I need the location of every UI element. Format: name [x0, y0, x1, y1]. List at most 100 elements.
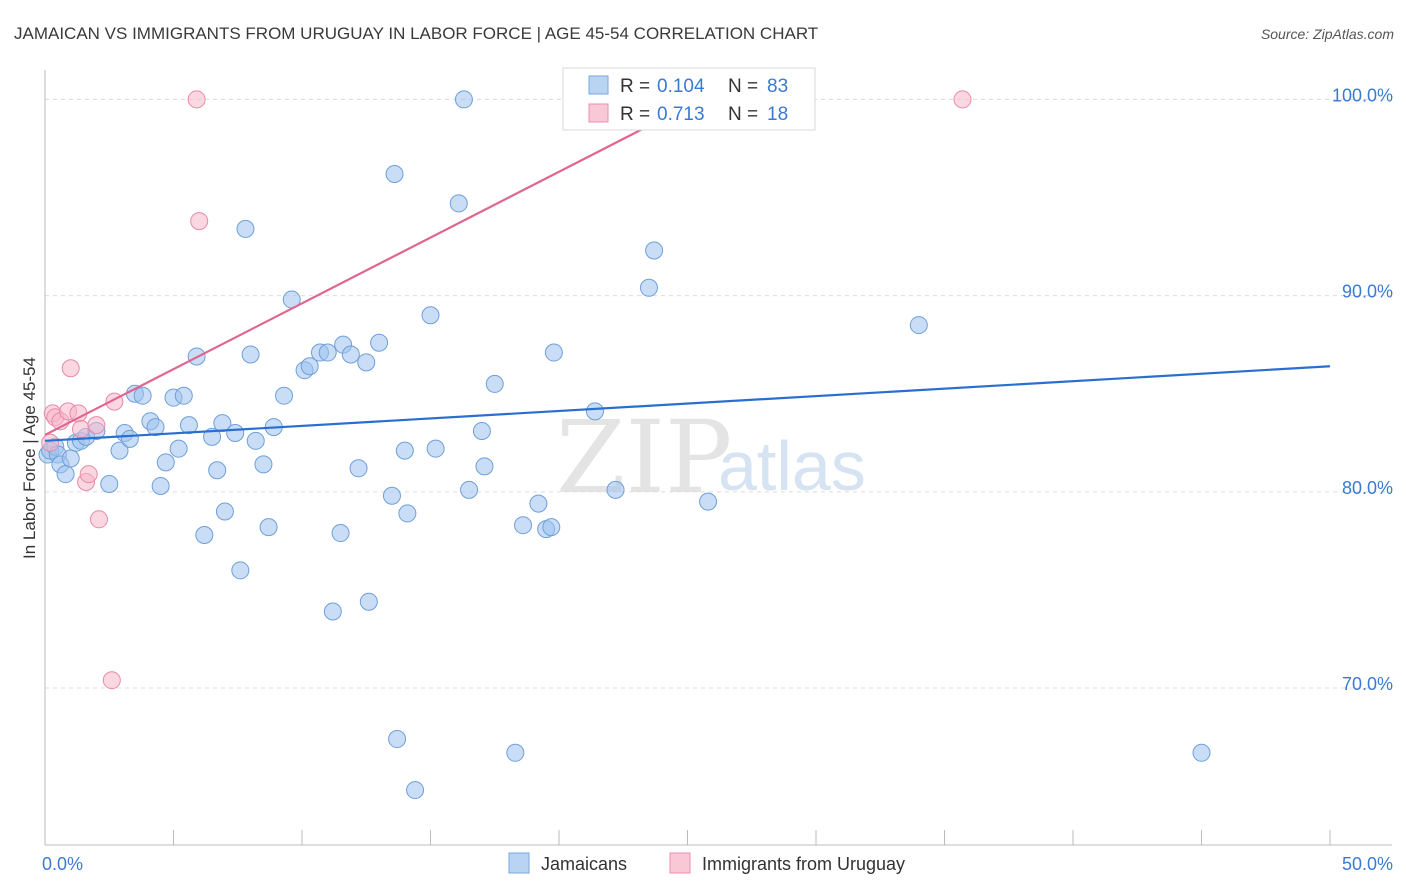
- data-point: [1192, 743, 1211, 762]
- data-point: [370, 333, 389, 352]
- x-tick-label: 50.0%: [1342, 854, 1393, 874]
- y-tick-label: 70.0%: [1342, 674, 1393, 694]
- data-point: [236, 219, 255, 238]
- data-point: [529, 494, 548, 513]
- legend-n-value-uruguay: 18: [767, 104, 788, 125]
- legend-r-label-uruguay: R =: [620, 104, 650, 125]
- data-point: [953, 90, 972, 109]
- data-point: [102, 671, 121, 690]
- data-point: [174, 386, 193, 405]
- data-point: [639, 278, 658, 297]
- y-tick-label: 100.0%: [1332, 85, 1393, 105]
- data-point: [349, 459, 368, 478]
- data-point: [388, 730, 407, 749]
- data-point: [156, 453, 175, 472]
- data-point: [318, 343, 337, 362]
- data-point: [385, 164, 404, 183]
- data-point: [169, 439, 188, 458]
- data-point: [100, 474, 119, 493]
- data-point: [69, 404, 88, 423]
- legend-r-label-jamaicans: R =: [620, 76, 650, 97]
- data-point: [485, 374, 504, 393]
- y-tick-labels: 100.0% 90.0% 80.0% 70.0%: [1332, 85, 1393, 694]
- data-point: [203, 427, 222, 446]
- bottom-legend: Jamaicans Immigrants from Uruguay: [508, 852, 905, 874]
- gridlines: [45, 98, 1392, 689]
- series-points-uruguay: [41, 90, 972, 690]
- data-point: [151, 476, 170, 495]
- data-point: [398, 504, 417, 523]
- data-point: [585, 402, 604, 421]
- data-point: [645, 241, 664, 260]
- y-axis-title: In Labor Force | Age 45-54: [20, 357, 39, 559]
- bottom-legend-swatch-uruguay: [669, 852, 691, 874]
- data-point: [41, 433, 60, 452]
- data-point: [514, 516, 533, 535]
- watermark: ZIP atlas: [556, 399, 866, 516]
- data-point: [215, 502, 234, 521]
- data-point: [426, 439, 445, 458]
- data-point: [506, 743, 525, 762]
- chart-title: JAMAICAN VS IMMIGRANTS FROM URUGUAY IN L…: [14, 24, 818, 43]
- legend-n-value-jamaicans: 83: [767, 76, 788, 97]
- legend-n-label-jamaicans: N =: [728, 76, 758, 97]
- data-point: [187, 90, 206, 109]
- data-point: [606, 480, 625, 499]
- data-point: [357, 353, 376, 372]
- data-point: [179, 416, 198, 435]
- bottom-legend-label-uruguay: Immigrants from Uruguay: [702, 854, 905, 874]
- data-point: [56, 465, 75, 484]
- data-point: [79, 465, 98, 484]
- data-point: [300, 357, 319, 376]
- data-point: [421, 306, 440, 325]
- data-point: [231, 561, 250, 580]
- data-point: [359, 592, 378, 611]
- data-point: [208, 461, 227, 480]
- data-point: [71, 420, 90, 439]
- data-point: [89, 510, 108, 529]
- data-point: [275, 386, 294, 405]
- data-point: [254, 455, 273, 474]
- data-point: [475, 457, 494, 476]
- watermark-atlas: atlas: [718, 427, 866, 505]
- data-point: [190, 212, 209, 231]
- legend-swatch-jamaicans: [588, 75, 609, 95]
- y-tick-label: 90.0%: [1342, 282, 1393, 302]
- data-point: [909, 316, 928, 335]
- data-point: [133, 386, 152, 405]
- data-point: [472, 422, 491, 441]
- data-point: [246, 431, 265, 450]
- trend-lines: [44, 98, 1331, 442]
- x-tick-label: 0.0%: [42, 854, 83, 874]
- data-point: [449, 194, 468, 213]
- legend-r-value-uruguay: 0.713: [657, 104, 705, 125]
- data-point: [699, 492, 718, 511]
- data-point: [241, 345, 260, 364]
- legend-r-value-jamaicans: 0.104: [657, 76, 705, 97]
- data-point: [195, 526, 214, 544]
- legend-swatch-uruguay: [588, 103, 609, 123]
- data-point: [61, 449, 80, 468]
- data-point: [382, 486, 401, 505]
- data-point: [395, 441, 414, 460]
- data-point: [454, 90, 473, 109]
- data-point: [213, 414, 232, 433]
- legend-n-label-uruguay: N =: [728, 104, 758, 125]
- data-point: [460, 480, 479, 499]
- data-point: [120, 429, 139, 448]
- x-tick-labels: 0.0% 50.0%: [42, 854, 1393, 874]
- stats-legend: R = 0.104 N = 83 R = 0.713 N = 18: [562, 67, 816, 131]
- bottom-legend-swatch-jamaicans: [508, 852, 530, 874]
- data-point: [259, 518, 278, 537]
- data-point: [87, 416, 106, 435]
- data-point: [61, 359, 80, 378]
- data-point: [110, 441, 129, 460]
- data-point: [323, 602, 342, 621]
- data-point: [341, 345, 360, 364]
- trend-line-uruguay: [44, 98, 701, 436]
- y-tick-label: 80.0%: [1342, 478, 1393, 498]
- chart-source: Source: ZipAtlas.com: [1261, 26, 1394, 42]
- data-point: [226, 423, 245, 442]
- data-point: [331, 524, 350, 543]
